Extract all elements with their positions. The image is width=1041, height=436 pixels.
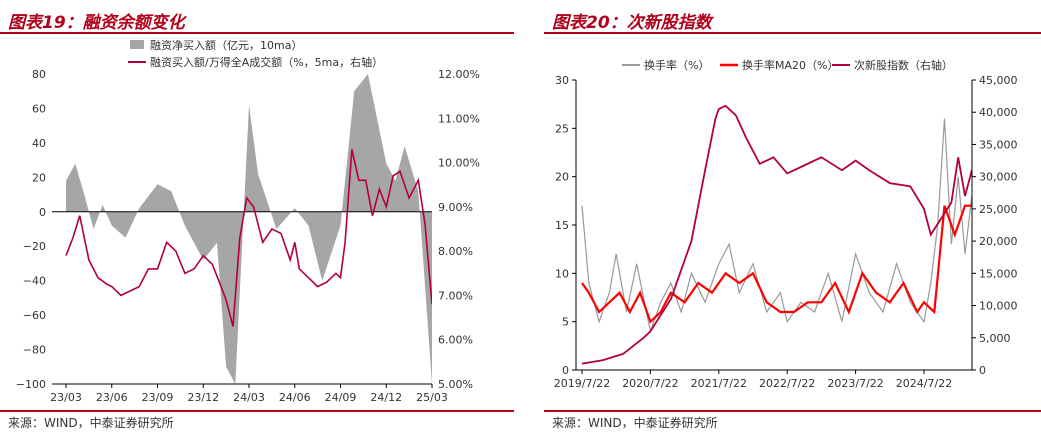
legend-label-ma20: 换手率MA20（%） xyxy=(742,58,838,72)
chart-title: 图表20：次新股指数 xyxy=(552,13,712,33)
y-left-tick-label: −80 xyxy=(23,344,46,357)
x-tick-label: 2022/7/22 xyxy=(759,377,815,390)
legend-label-line: 融资买入额/万得全A成交额（%，5ma，右轴） xyxy=(150,55,383,69)
y-left-tick-label: 0 xyxy=(562,364,569,377)
legend-label-index: 次新股指数（右轴） xyxy=(854,58,953,72)
y-right-tick-label: 5,000 xyxy=(979,332,1011,345)
y-right-tick-label: 30,000 xyxy=(979,171,1018,184)
y-left-tick-label: 25 xyxy=(555,122,569,135)
y-left-tick-label: 15 xyxy=(555,219,569,232)
x-tick-label: 23/06 xyxy=(96,391,128,404)
y-right-tick-label: 45,000 xyxy=(979,74,1018,87)
y-right-tick-label: 40,000 xyxy=(979,106,1018,119)
series-line-turnover xyxy=(581,118,972,334)
y-right-tick-label: 20,000 xyxy=(979,235,1018,248)
y-right-tick-label: 11.00% xyxy=(438,112,480,125)
x-tick-label: 24/12 xyxy=(370,391,402,404)
x-tick-label: 2020/7/22 xyxy=(622,377,678,390)
source-note: 来源：WIND，中泰证券研究所 xyxy=(8,416,174,430)
series-line-ratio xyxy=(65,149,432,327)
y-left-tick-label: 20 xyxy=(32,171,46,184)
x-tick-label: 2021/7/22 xyxy=(691,377,747,390)
title-bar: 图表19：融资余额变化 xyxy=(0,6,514,34)
y-left-tick-label: 0 xyxy=(39,206,46,219)
series-line-index xyxy=(581,104,972,365)
y-right-tick-label: 8.00% xyxy=(438,245,473,258)
title-bar: 图表20：次新股指数 xyxy=(544,6,1041,34)
x-tick-label: 24/03 xyxy=(233,391,265,404)
x-tick-label: 2019/7/22 xyxy=(554,377,610,390)
x-tick-label: 2024/7/22 xyxy=(896,377,952,390)
y-left-tick-label: 20 xyxy=(555,171,569,184)
y-right-tick-label: 25,000 xyxy=(979,203,1018,216)
y-right-tick-label: 10,000 xyxy=(979,300,1018,313)
legend-swatch-area xyxy=(130,40,144,49)
margin-balance-chart: 融资净买入额（亿元，10ma） 融资买入额/万得全A成交额（%，5ma，右轴） 23… xyxy=(16,38,480,404)
x-tick-label: 24/06 xyxy=(279,391,311,404)
series-area-net-buy xyxy=(66,74,432,384)
x-tick-label: 23/12 xyxy=(187,391,219,404)
footer-divider xyxy=(0,410,514,412)
y-right-tick-label: 12.00% xyxy=(438,68,480,81)
y-right-tick-label: 35,000 xyxy=(979,138,1018,151)
y-left-tick-label: 5 xyxy=(562,316,569,329)
footer-divider xyxy=(544,410,1041,412)
y-right-tick-label: 9.00% xyxy=(438,201,473,214)
series-line-ma20 xyxy=(581,204,972,324)
x-tick-label: 24/09 xyxy=(325,391,357,404)
y-right-tick-label: 5.00% xyxy=(438,378,473,391)
y-left-tick-label: −20 xyxy=(23,240,46,253)
y-left-tick-label: −100 xyxy=(16,378,46,391)
y-right-tick-label: 0 xyxy=(979,364,986,377)
y-left-tick-label: 80 xyxy=(32,68,46,81)
x-tick-label: 23/03 xyxy=(50,391,82,404)
y-left-tick-label: −60 xyxy=(23,309,46,322)
y-left-tick-label: 30 xyxy=(555,74,569,87)
chart-panel-right: 图表20：次新股指数 换手率（%） 换手率MA20（%） 次新股指数（右轴） 2019… xyxy=(544,0,1041,436)
y-left-tick-label: 60 xyxy=(32,102,46,115)
y-left-tick-label: 40 xyxy=(32,137,46,150)
x-tick-label: 2023/7/22 xyxy=(827,377,883,390)
legend-label-turnover: 换手率（%） xyxy=(644,58,709,72)
chart-title: 图表19：融资余额变化 xyxy=(8,13,185,33)
y-right-tick-label: 15,000 xyxy=(979,267,1018,280)
legend-label-area: 融资净买入额（亿元，10ma） xyxy=(150,38,302,52)
sub-new-stock-index-chart: 换手率（%） 换手率MA20（%） 次新股指数（右轴） 2019/7/22 2020/7… xyxy=(554,58,1018,390)
y-left-tick-label: −40 xyxy=(23,275,46,288)
source-note: 来源：WIND，中泰证券研究所 xyxy=(552,416,718,430)
y-right-tick-label: 10.00% xyxy=(438,157,480,170)
y-right-tick-label: 7.00% xyxy=(438,289,473,302)
x-tick-label: 23/09 xyxy=(142,391,174,404)
chart-panel-left: 图表19：融资余额变化 融资净买入额（亿元，10ma） 融资买入额/万得全A成交额… xyxy=(0,0,514,436)
y-left-tick-label: 10 xyxy=(555,267,569,280)
y-right-tick-label: 6.00% xyxy=(438,334,473,347)
x-tick-label: 25/03 xyxy=(416,391,448,404)
